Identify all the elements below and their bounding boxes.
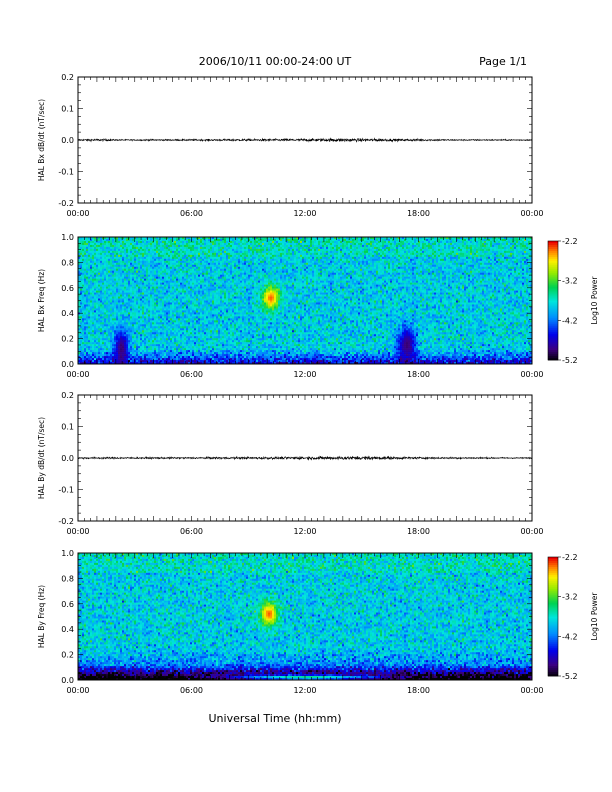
x-tick-label: 18:00 xyxy=(407,370,430,379)
colorbar: -2.2 -3.2 -4.2 -5.2 Log10 Power xyxy=(548,237,599,365)
page-indicator: Page 1/1 xyxy=(479,55,527,68)
y-tick-label: 0.8 xyxy=(61,258,74,267)
y-tick-label: 0.4 xyxy=(61,309,74,318)
spectrogram-cells xyxy=(78,237,532,364)
y-tick-label: -0.2 xyxy=(58,199,74,208)
colorbar-label: Log10 Power xyxy=(590,592,599,641)
y-tick-label: 0.0 xyxy=(61,136,74,145)
y-tick-label: -0.1 xyxy=(58,486,74,495)
y-tick-label: 0.1 xyxy=(61,105,74,114)
y-axis-label: HAL Bx Freq (Hz) xyxy=(37,269,46,332)
x-tick-label: 00:00 xyxy=(66,527,89,536)
y-tick-label: -0.2 xyxy=(58,517,74,526)
y-tick-label: 0.4 xyxy=(61,625,74,634)
colorbar-tick-label: -2.2 xyxy=(562,237,578,246)
colorbar-label: Log10 Power xyxy=(590,276,599,325)
x-tick-label: 12:00 xyxy=(293,527,316,536)
x-tick-label: 06:00 xyxy=(180,527,203,536)
x-tick-label: 00:00 xyxy=(66,686,89,695)
y-tick-label: 0.6 xyxy=(61,600,74,609)
y-tick-label: 0.2 xyxy=(61,335,74,344)
x-tick-label: 18:00 xyxy=(407,686,430,695)
bx-spectrogram-panel: 00:00 06:00 12:00 18:00 00:00 1.0 0.8 0.6 0.4 0.2… xyxy=(37,233,599,379)
x-tick-label: 12:00 xyxy=(293,209,316,218)
by-dbdt-panel: 00:00 06:00 12:00 18:00 00:00 0.2 0.1 0.0 -0.1 -0… xyxy=(37,391,544,536)
y-tick-label: 1.0 xyxy=(61,233,74,242)
x-tick-label: 00:00 xyxy=(520,370,543,379)
y-tick-label: 0.2 xyxy=(61,651,74,660)
x-tick-label: 06:00 xyxy=(180,686,203,695)
colorbar: -2.2 -3.2 -4.2 -5.2 Log10 Power xyxy=(548,553,599,681)
figure-title: 2006/10/11 00:00-24:00 UT xyxy=(199,55,352,68)
y-tick-label: 0.0 xyxy=(61,454,74,463)
y-axis-label: HAL Bx dB/dt (nT/sec) xyxy=(37,99,46,181)
colorbar-tick-label: -5.2 xyxy=(562,672,578,681)
colorbar-tick-label: -2.2 xyxy=(562,553,578,562)
colorbar-tick-label: -5.2 xyxy=(562,356,578,365)
y-tick-label: 1.0 xyxy=(61,549,74,558)
bx-dbdt-panel: 00:00 06:00 12:00 18:00 00:00 0.2 0.1 0.0 -0.1 -0… xyxy=(37,73,544,218)
x-tick-label: 06:00 xyxy=(180,370,203,379)
y-tick-label: 0.6 xyxy=(61,284,74,293)
colorbar-tick-label: -3.2 xyxy=(562,593,578,602)
x-tick-label: 00:00 xyxy=(520,527,543,536)
x-tick-label: 00:00 xyxy=(66,370,89,379)
y-tick-label: -0.1 xyxy=(58,168,74,177)
x-tick-label: 06:00 xyxy=(180,209,203,218)
spectrogram-cells xyxy=(78,553,532,680)
y-tick-label: 0.2 xyxy=(61,391,74,400)
colorbar-tick-label: -4.2 xyxy=(562,632,578,641)
x-tick-label: 18:00 xyxy=(407,527,430,536)
x-tick-label: 12:00 xyxy=(293,686,316,695)
dbdt-series-line xyxy=(78,456,532,460)
y-tick-label: 0.0 xyxy=(61,360,74,369)
y-tick-label: 0.8 xyxy=(61,574,74,583)
y-tick-label: 0.0 xyxy=(61,676,74,685)
x-tick-label: 00:00 xyxy=(66,209,89,218)
x-tick-label: 00:00 xyxy=(520,686,543,695)
y-tick-label: 0.2 xyxy=(61,73,74,82)
dbdt-series-line xyxy=(78,138,532,141)
x-axis-label: Universal Time (hh:mm) xyxy=(209,712,342,725)
y-tick-label: 0.1 xyxy=(61,423,74,432)
x-tick-label: 18:00 xyxy=(407,209,430,218)
y-axis-label: HAL By Freq (Hz) xyxy=(37,585,46,648)
colorbar-tick-label: -3.2 xyxy=(562,277,578,286)
x-tick-label: 12:00 xyxy=(293,370,316,379)
by-spectrogram-panel: 00:00 06:00 12:00 18:00 00:00 1.0 0.8 0.6 0.4 0.2… xyxy=(37,549,599,695)
y-axis-label: HAL By dB/dt (nT/sec) xyxy=(37,417,46,499)
x-tick-label: 00:00 xyxy=(520,209,543,218)
colorbar-tick-label: -4.2 xyxy=(562,316,578,325)
